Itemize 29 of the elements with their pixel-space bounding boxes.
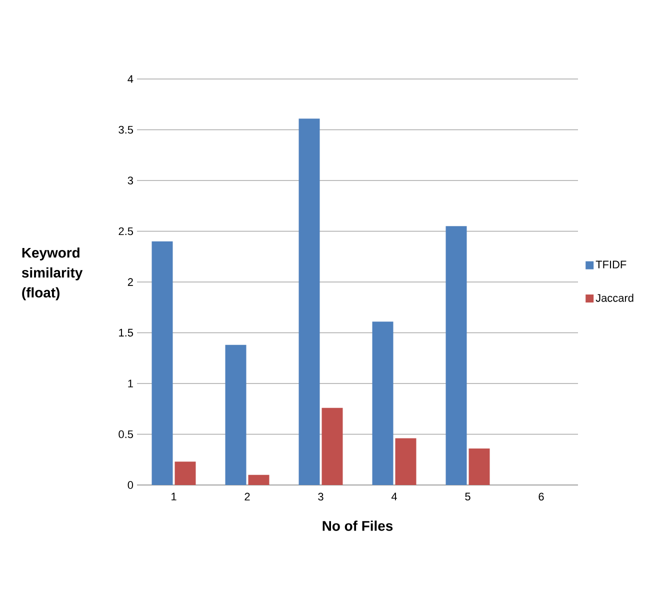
y-tick-label: 1 (128, 380, 133, 388)
y-tick-label: 3.5 (118, 126, 134, 134)
bar (248, 474, 270, 485)
bar (372, 322, 394, 485)
x-axis-title: No of Files (322, 520, 393, 531)
bar (322, 408, 343, 485)
bar (446, 226, 467, 485)
x-tick-label: 3 (318, 492, 324, 501)
bar (468, 448, 490, 485)
x-tick-label: 5 (465, 492, 470, 500)
x-tick-label: 4 (391, 492, 397, 500)
bar (174, 462, 196, 485)
legend-label: Jaccard (596, 294, 634, 302)
y-tick-label: 2.5 (118, 227, 134, 236)
legend-label: TFIDF (596, 260, 626, 268)
x-tick-label: 1 (172, 492, 176, 500)
bar (152, 241, 173, 485)
bar (298, 118, 320, 485)
bar (225, 344, 246, 485)
y-tick-label: 4 (128, 75, 134, 83)
y-tick-label: 3 (128, 176, 133, 184)
x-tick-label: 6 (538, 492, 544, 501)
y-axis-title: Keyword similarity (float) (22, 247, 83, 300)
bar (395, 438, 416, 485)
x-tick-label: 2 (244, 492, 250, 500)
y-tick-label: 2 (128, 278, 133, 286)
y-tick-label: 0 (128, 481, 134, 489)
y-tick-label: 1.5 (119, 328, 134, 337)
y-tick-label: 0.5 (118, 430, 134, 438)
